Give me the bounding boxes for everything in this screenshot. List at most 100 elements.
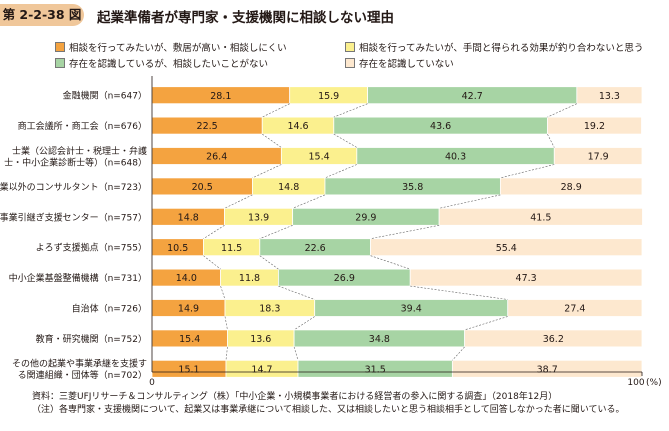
connector-line-5-3 — [370, 225, 440, 239]
data-label-4-4: 28.9 — [561, 182, 582, 193]
connector-line-8-3 — [464, 316, 508, 331]
source-label: 資料： — [32, 392, 60, 402]
bar-segment-7-4 — [409, 268, 643, 287]
bar-segment-5-4 — [438, 207, 643, 226]
connector-line-3-1 — [252, 164, 282, 179]
data-label-6-2: 11.5 — [221, 243, 242, 254]
connector-line-2-3 — [547, 133, 555, 148]
bar-segment-8-4 — [507, 299, 643, 317]
legend-label-3: 存在を認識しているが、相談したいことがない — [69, 59, 269, 70]
category-label-3-line-1: 士業（公認会計士・税理士・弁護 — [12, 145, 147, 157]
connector-line-6-2 — [259, 255, 279, 270]
category-label-1: 金融機関（n=647） — [63, 90, 147, 102]
data-label-5-3: 29.9 — [355, 212, 376, 223]
data-label-9-3: 34.8 — [369, 334, 390, 345]
data-label-8-2: 18.3 — [259, 304, 280, 315]
note-text: 各専門家・支援機関について、起業又は事業承継について相談した、又は相談したいと思… — [59, 404, 625, 415]
data-label-3-1: 26.4 — [206, 152, 227, 163]
data-label-10-2: 14.7 — [251, 364, 272, 375]
data-label-10-3: 31.5 — [365, 364, 386, 375]
data-label-10-1: 15.1 — [178, 364, 199, 375]
category-label-9: 教育・研究機関（n=752） — [36, 333, 147, 345]
connector-line-8-1 — [224, 316, 228, 330]
data-label-6-1: 10.5 — [167, 243, 188, 254]
category-label-4: 士業以外のコンサルタント（n=723） — [0, 181, 147, 193]
legend-swatch-1 — [55, 42, 65, 52]
legend-label-1: 相談を行ってみたいが、敷居が高い・相談しにくい — [69, 43, 287, 54]
data-label-2-4: 19.2 — [584, 121, 605, 132]
data-label-8-4: 27.4 — [564, 304, 585, 315]
connector-line-9-2 — [293, 346, 299, 361]
data-label-9-2: 13.6 — [250, 334, 271, 345]
category-label-10-line-1: その他の起業や事業承継を支援す — [12, 358, 147, 370]
legend-item-4: 存在を認識していない — [345, 56, 454, 70]
figure-label: 第 2-2-38 図 — [0, 4, 84, 26]
connector-line-3-2 — [324, 164, 357, 179]
legend-swatch-4 — [345, 58, 355, 68]
legend-label-4: 存在を認識していない — [359, 59, 454, 70]
data-label-1-2: 15.9 — [318, 91, 339, 102]
connector-line-1-1 — [262, 103, 290, 118]
connector-line-9-3 — [452, 346, 465, 361]
bar-segment-4-4 — [499, 177, 643, 196]
connector-line-5-2 — [259, 225, 293, 239]
x-axis-unit: (%) — [646, 378, 662, 388]
data-label-6-3: 22.6 — [305, 243, 326, 254]
data-label-1-1: 28.1 — [210, 91, 231, 102]
category-label-8: 自治体（n=726） — [72, 303, 147, 315]
bar-segment-9-4 — [464, 329, 643, 348]
data-label-3-4: 17.9 — [588, 152, 609, 163]
connector-line-3-3 — [500, 164, 555, 179]
connector-line-6-3 — [370, 255, 411, 270]
data-label-7-4: 47.3 — [516, 273, 537, 284]
legend-label-2: 相談を行ってみたいが、手間と得られる効果が釣り合わないと思う — [359, 43, 644, 54]
data-label-4-1: 20.5 — [192, 182, 213, 193]
legend-swatch-3 — [55, 58, 65, 68]
data-label-3-3: 40.3 — [445, 152, 466, 163]
legend-item-2: 相談を行ってみたいが、手間と得られる効果が釣り合わないと思う — [345, 40, 643, 54]
connector-line-7-1 — [220, 286, 226, 300]
category-label-7: 中小企業基盤整備機構（n=731） — [9, 272, 147, 284]
category-label-10-line-2: る関連組織・団体等（n=702） — [18, 369, 147, 381]
note-label: （注） — [32, 404, 60, 415]
bar-segment-6-4 — [370, 238, 643, 257]
category-label-3-line-2: 士・中小企業診断士等）（n=648） — [4, 156, 147, 168]
data-label-4-2: 14.8 — [278, 182, 299, 193]
connector-line-7-2 — [278, 285, 315, 300]
connector-line-8-2 — [293, 316, 315, 331]
data-label-6-4: 55.4 — [496, 243, 517, 254]
bar-segment-10-4 — [451, 359, 643, 378]
data-label-7-3: 26.9 — [334, 273, 355, 284]
data-label-3-2: 15.4 — [309, 152, 330, 163]
connector-line-2-1 — [262, 133, 282, 148]
chart-title: 起業準備者が専門家・支援機関に相談しない理由 — [97, 10, 394, 26]
legend-item-1: 相談を行ってみたいが、敷居が高い・相談しにくい — [55, 40, 287, 54]
source-text: 三菱UFJリサーチ＆コンサルティング（株）「中小企業・小規模事業者における経営者… — [59, 392, 558, 402]
data-label-9-1: 15.4 — [179, 334, 200, 345]
data-label-2-1: 22.5 — [197, 121, 218, 132]
connector-line-5-1 — [203, 225, 225, 239]
category-label-6: よろず支援拠点（n=755） — [36, 242, 147, 254]
connector-line-1-3 — [547, 103, 577, 118]
legend-swatch-2 — [345, 42, 355, 52]
data-label-2-2: 14.6 — [287, 121, 308, 132]
data-label-9-4: 36.2 — [543, 334, 564, 345]
bar-segment-3-4 — [553, 147, 643, 165]
data-label-5-2: 13.9 — [248, 212, 269, 223]
data-label-1-4: 13.3 — [599, 91, 620, 102]
bar-segment-1-4 — [576, 86, 643, 105]
data-label-5-4: 41.5 — [530, 212, 551, 223]
source-note: 資料：三菱UFJリサーチ＆コンサルティング（株）「中小企業・小規模事業者における… — [32, 391, 641, 416]
connector-line-6-1 — [203, 255, 221, 270]
connector-line-7-3 — [410, 285, 508, 300]
data-label-8-3: 39.4 — [401, 304, 422, 315]
connector-line-9-1 — [225, 346, 228, 361]
x-tick-label-0: 0 — [149, 378, 155, 388]
data-label-4-3: 35.8 — [402, 182, 423, 193]
category-label-2: 商工会議所・商工会（n=676） — [18, 120, 147, 132]
connector-line-4-3 — [439, 194, 501, 209]
data-label-7-1: 14.0 — [176, 273, 197, 284]
connector-line-1-2 — [333, 103, 368, 118]
data-label-2-3: 43.6 — [430, 121, 451, 132]
